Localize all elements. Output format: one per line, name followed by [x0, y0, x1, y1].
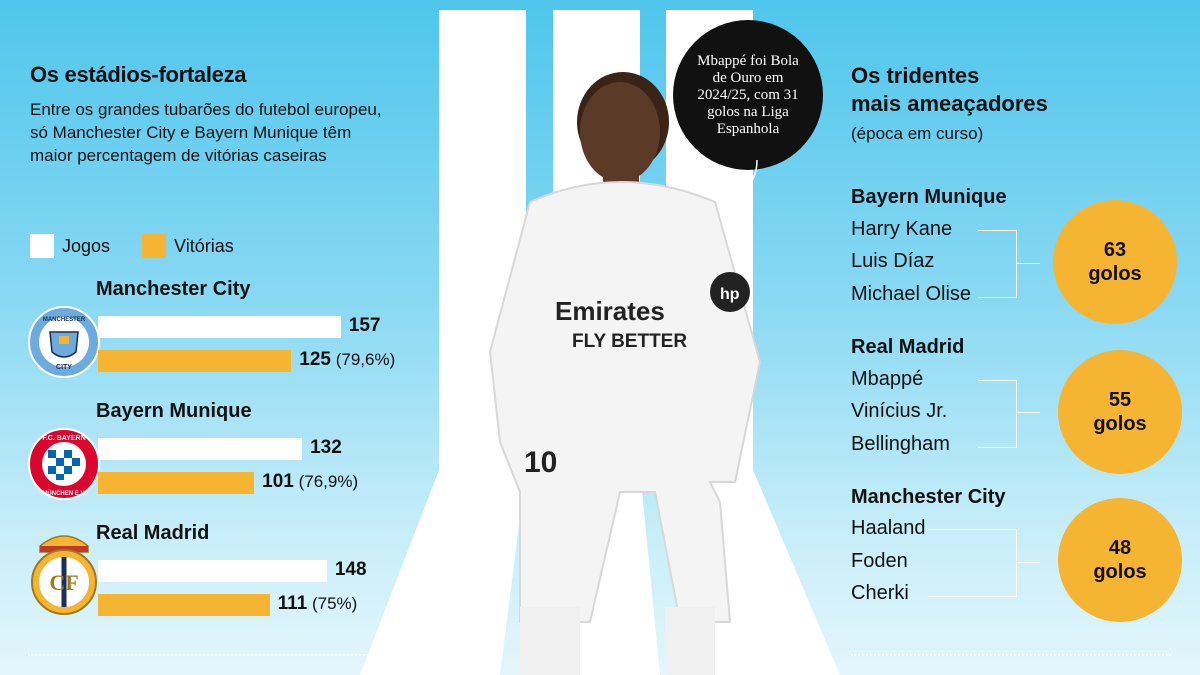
- trio-goals-value: 63: [1103, 239, 1127, 261]
- bar-value-label-games-bayern: 132: [310, 437, 342, 458]
- man-city-crest-top-text: MANCHESTER: [43, 317, 86, 323]
- trio-player: Harry Kane: [851, 218, 953, 240]
- bar-pct-label-real-madrid: (75%): [307, 594, 358, 613]
- trio-goals-unit: golos: [1088, 263, 1142, 285]
- left-title: Os estádios-fortaleza: [30, 62, 247, 87]
- right-subtitle: (época em curso): [851, 124, 984, 143]
- trio-player: Foden: [851, 550, 908, 572]
- trio-goals-circle: 63 golos: [1053, 200, 1177, 324]
- trio-bracket-arrow: [1016, 562, 1040, 563]
- bayern-crest-bottom-text: MÜNCHEN E.V.: [42, 490, 85, 497]
- trio-player: Cherki: [851, 582, 909, 604]
- svg-text:Emirates: Emirates: [555, 296, 665, 326]
- bar-games-real-madrid: [98, 560, 327, 582]
- callout-pointer: [724, 160, 758, 201]
- trio-club-bayern: Bayern Munique: [851, 186, 1007, 208]
- player-photo: Emirates FLY BETTER 10 hp: [488, 72, 762, 675]
- legend-swatch-wins: [142, 234, 167, 258]
- footer-rule-left: [28, 654, 368, 656]
- trio-goals-circle: 55 golos: [1058, 350, 1182, 474]
- svg-text:hp: hp: [720, 286, 740, 303]
- callout-text: Mbappé foi Bola de Ouro em 2024/25, com …: [697, 52, 799, 137]
- trio-bracket: [978, 380, 1017, 448]
- right-title-line1: Os tridentes: [851, 63, 980, 88]
- trio-club-real-madrid: Real Madrid: [851, 336, 965, 358]
- trio-goals-value: 55: [1108, 389, 1132, 411]
- svg-text:10: 10: [524, 446, 557, 479]
- bar-value-label-games-man-city: 157: [348, 315, 381, 336]
- bar-wins-bayern: [98, 472, 255, 494]
- trio-player: Mbappé: [851, 368, 924, 390]
- legend-label-games: Jogos: [62, 235, 111, 256]
- trio-player: Bellingham: [851, 433, 950, 455]
- footer-rule-right: [851, 654, 1171, 656]
- right-title: Os tridentes mais ameaçadores: [851, 62, 1151, 118]
- trio-player: Michael Olise: [851, 283, 972, 305]
- trio-goals-value: 48: [1108, 537, 1132, 559]
- club-name-man-city: Manchester City: [96, 278, 251, 300]
- bar-wins-real-madrid: [98, 594, 270, 616]
- bar-value-label-wins-man-city: 125 (79,6%): [299, 349, 396, 370]
- svg-text:FLY BETTER: FLY BETTER: [572, 331, 687, 352]
- trio-bracket: [978, 230, 1017, 298]
- trio-bracket-arrow: [1016, 412, 1040, 413]
- callout-bubble: Mbappé foi Bola de Ouro em 2024/25, com …: [673, 20, 823, 170]
- bayern-crest-top-text: F.C. BAYERN: [42, 435, 85, 442]
- trio-club-man-city: Manchester City: [851, 486, 1006, 508]
- manchester-city-crest-icon: MANCHESTER CITY: [28, 306, 100, 378]
- bayern-munich-crest-icon: F.C. BAYERN MÜNCHEN E.V.: [28, 428, 100, 500]
- right-title-line2: mais ameaçadores: [851, 91, 1048, 116]
- legend: Jogos Vitórias: [30, 234, 266, 258]
- bar-pct-label-man-city: (79,6%): [330, 350, 396, 369]
- left-lead: Entre os grandes tubarões do futebol eur…: [30, 100, 382, 165]
- trio-player: Haaland: [851, 517, 926, 539]
- trio-goals-circle: 48 golos: [1058, 498, 1182, 622]
- bar-games-bayern: [98, 438, 303, 460]
- trio-player: Vinícius Jr.: [851, 400, 948, 422]
- bar-value-label-wins-bayern: 101 (76,9%): [262, 471, 359, 492]
- trio-goals-unit: golos: [1093, 413, 1147, 435]
- bar-wins-man-city: [98, 350, 292, 372]
- legend-swatch-games: [30, 234, 54, 258]
- svg-text:CF: CF: [49, 570, 78, 595]
- trio-bracket-arrow: [1016, 263, 1040, 264]
- bar-value-label-games-real-madrid: 148: [334, 559, 367, 580]
- club-name-bayern: Bayern Munique: [96, 400, 252, 422]
- trio-player: Luis Díaz: [851, 250, 935, 272]
- bar-games-man-city: [98, 316, 341, 338]
- real-madrid-crest-icon: CF: [31, 535, 97, 615]
- man-city-crest-bottom-text: CITY: [56, 364, 72, 371]
- trio-goals-unit: golos: [1093, 561, 1147, 583]
- bar-value-label-wins-real-madrid: 111 (75%): [277, 593, 358, 614]
- trio-bracket: [928, 529, 1017, 597]
- club-name-real-madrid: Real Madrid: [96, 522, 210, 544]
- legend-label-wins: Vitórias: [174, 235, 234, 256]
- bar-pct-label-bayern: (76,9%): [293, 472, 359, 491]
